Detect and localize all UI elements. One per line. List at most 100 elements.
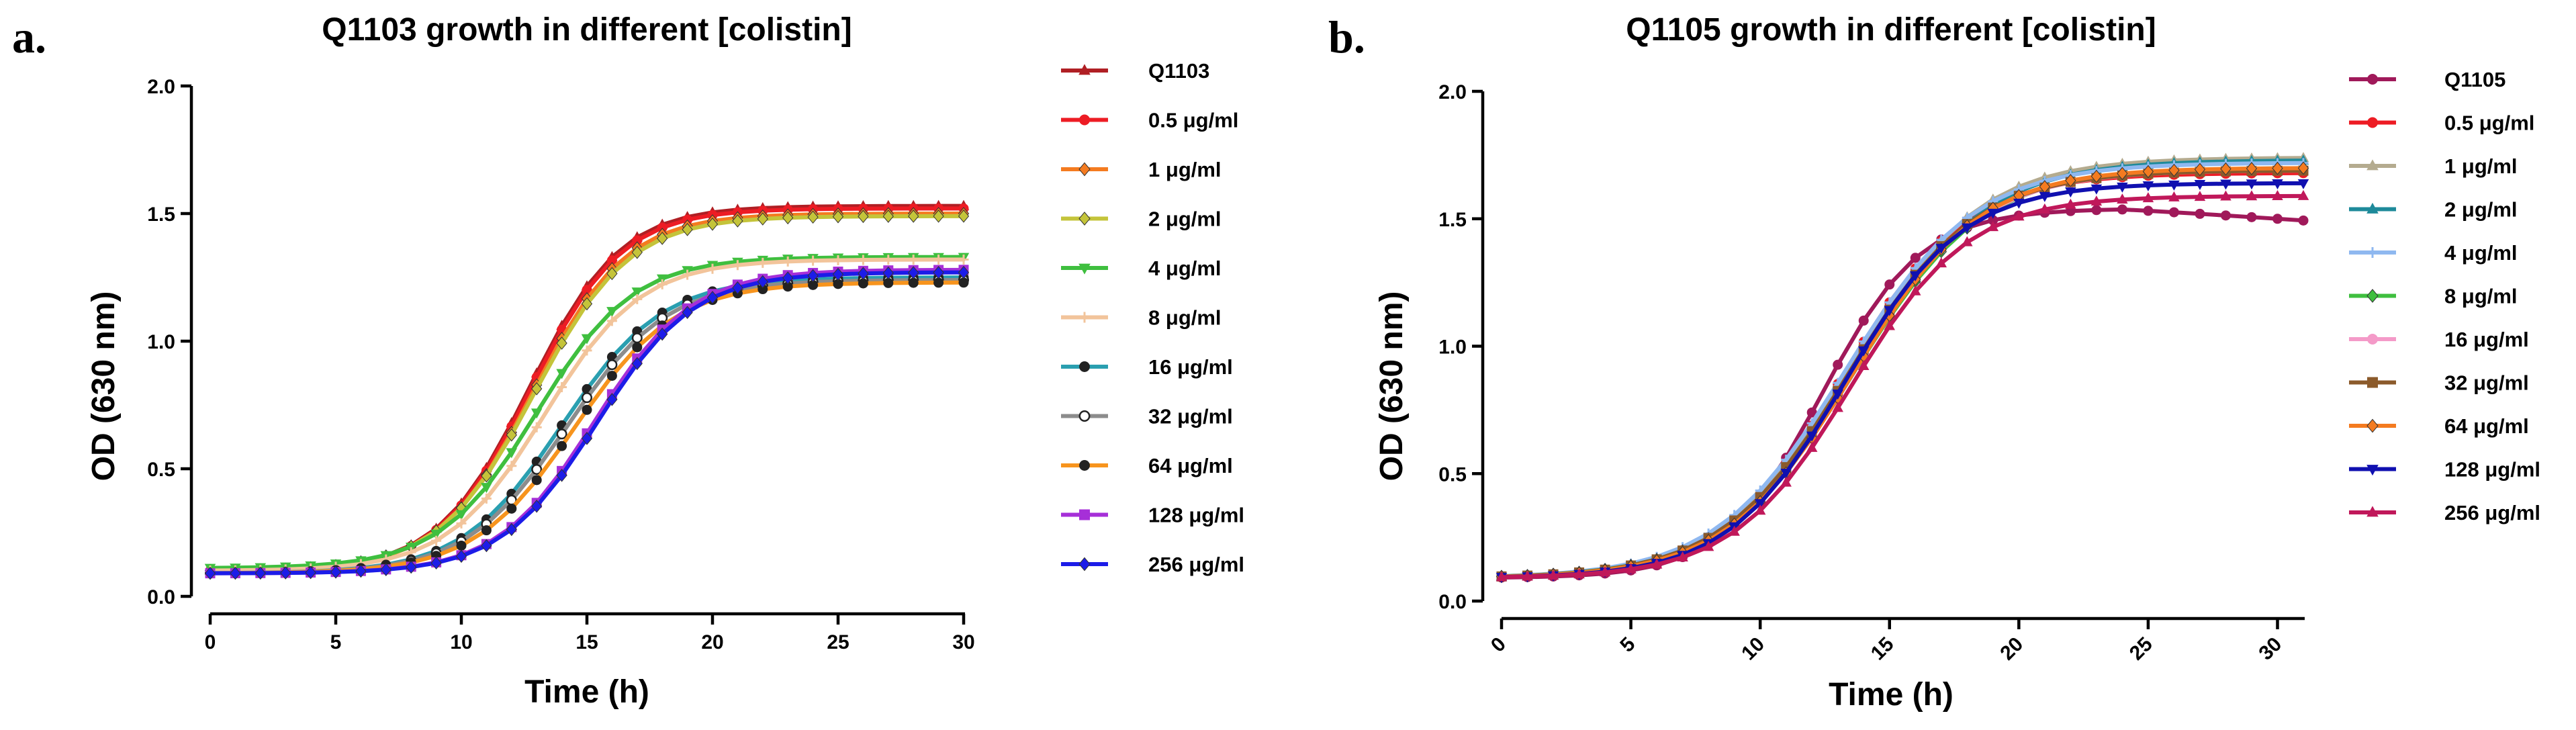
panel-a-data-point: [706, 218, 719, 231]
panel-a-data-point: [808, 255, 819, 266]
panel-b-x-tick-label: 0: [1487, 633, 1510, 657]
panel-a-data-point: [557, 381, 567, 392]
panel-b-legend-label: 4 μg/ml: [2444, 241, 2518, 265]
panel-b-series-7: [1496, 165, 2309, 582]
panel-b-x-axis-label: Time (h): [1829, 677, 1953, 713]
panel-b-legend-label: 64 μg/ml: [2444, 414, 2529, 438]
panel-b-data-point: [1806, 441, 1818, 452]
panel-a-data-point: [933, 265, 944, 279]
panel-a-x-tick-label: 20: [701, 631, 723, 653]
panel-b-data-point: [1651, 558, 1663, 569]
panel-b-data-point: [2220, 162, 2232, 176]
panel-b-data-point: [2168, 191, 2180, 201]
panel-b-series-line: [1501, 166, 2304, 579]
panel-b-series-line: [1501, 169, 2304, 579]
panel-a-legend: Q1103 0.5 μg/ml 1 μg/ml 2 μg/ml 4 μg/ml 8 μg/…: [1061, 59, 1244, 576]
panel-b-data-point: [2220, 190, 2232, 201]
panel-b-legend-label: 2 μg/ml: [2444, 198, 2518, 222]
panel-a-data-point: [632, 293, 643, 304]
panel-a-data-point: [707, 263, 718, 274]
panel-a-data-point: [682, 269, 693, 280]
panel-b-legend-label: 8 μg/ml: [2444, 285, 2518, 308]
panel-b-data-point: [2246, 212, 2257, 222]
panel-a-legend-item: 0.5 μg/ml: [1061, 109, 1238, 132]
panel-a-data-point: [757, 257, 768, 268]
panel-b-data-point: [1832, 390, 1843, 400]
panel-a-data-point: [506, 522, 517, 537]
panel-b-data-point: [2065, 173, 2076, 187]
panel-b-data-point: [1987, 221, 1999, 232]
panel-b-series-10: [1496, 189, 2309, 582]
panel-a-x-tick-label: 15: [576, 631, 598, 653]
panel-a-data-point: [632, 342, 643, 353]
panel-b-data-point: [1935, 244, 1947, 255]
panel-a-data-point: [380, 563, 392, 576]
panel-a-data-point: [606, 393, 618, 406]
panel-a-data-point: [883, 277, 894, 288]
panel-a-data-point: [581, 297, 593, 311]
panel-b-legend-marker: [2366, 506, 2379, 517]
panel-b-legend-item: 1 μg/ml: [2349, 154, 2518, 178]
panel-a-series-9: [205, 265, 969, 579]
panel-b-y-tick-label: 1.0: [1438, 336, 1467, 359]
panel-a-data-point: [355, 564, 367, 578]
panel-a-data-point: [657, 222, 668, 233]
panel-a-legend-marker: [1079, 361, 1090, 372]
panel-b-legend-item: 64 μg/ml: [2349, 414, 2529, 438]
panel-b-data-point: [2246, 190, 2258, 201]
panel-a-series-line: [210, 280, 964, 576]
panel-a-data-point: [280, 566, 291, 580]
panel-b-series-3: [1496, 154, 2309, 581]
panel-a-data-point: [958, 265, 970, 279]
panel-b-data-point: [2090, 195, 2103, 206]
panel-a-data-point: [732, 214, 743, 228]
panel-b-y-axis-label: OD (630 nm): [1374, 291, 1410, 482]
panel-b-data-point: [1496, 571, 1508, 582]
panel-b-data-point: [2272, 179, 2283, 189]
panel-a-x-tick-label: 10: [450, 631, 472, 653]
panel-a-data-point: [631, 332, 643, 344]
panel-a-data-point: [581, 334, 593, 345]
panel-a-legend-item: 32 μg/ml: [1061, 405, 1233, 428]
panel-a-series-7: [205, 274, 969, 579]
panel-a-data-point: [456, 540, 467, 551]
panel-a-data-point: [556, 428, 567, 440]
panel-a-legend-label: 64 μg/ml: [1148, 454, 1233, 477]
panel-b-legend-label: Q1105: [2444, 68, 2505, 91]
panel-b-series-9: [1496, 179, 2309, 584]
panel-a-legend-label: 8 μg/ml: [1148, 306, 1222, 330]
panel-a-data-point: [506, 461, 517, 471]
panel-b-data-point: [2117, 204, 2127, 215]
panel-b-data-point: [2168, 163, 2180, 177]
panel-a-legend-marker: [1079, 509, 1090, 520]
panel-a-data-point: [531, 382, 543, 396]
panel-b-legend-marker: [2367, 377, 2378, 388]
panel-b-data-point: [1832, 402, 1843, 412]
panel-a-data-point: [305, 565, 316, 580]
panel-a-series-line: [210, 277, 964, 576]
panel-a-data-point: [807, 210, 819, 224]
panel-a-y-tick-label: 1.0: [147, 331, 175, 353]
panel-a-data-point: [632, 235, 643, 246]
panel-b-data-point: [2195, 208, 2205, 219]
panel-a-legend-label: 2 μg/ml: [1148, 208, 1222, 231]
panel-a-legend-marker: [1078, 212, 1091, 226]
panel-a-data-point: [858, 267, 869, 280]
panel-b-legend-marker: [2366, 159, 2379, 171]
panel-a-title: Q1103 growth in different [colistin]: [322, 12, 852, 48]
panel-a-data-point: [757, 212, 768, 226]
panel-a-legend-label: 16 μg/ml: [1148, 355, 1233, 379]
panel-b-data-point: [1910, 271, 1921, 282]
panel-b-y-tick-label: 2.0: [1438, 81, 1467, 103]
panel-b-data-point: [2065, 198, 2076, 209]
panel-b-data-point: [1962, 223, 1973, 234]
panel-a-y-tick-label: 0.5: [147, 459, 175, 481]
panel-a-data-point: [833, 255, 843, 265]
panel-b-data-point: [1780, 469, 1792, 480]
panel-a-data-point: [858, 278, 868, 289]
panel-b-data-point: [2194, 191, 2206, 201]
panel-b-data-point: [2194, 180, 2206, 191]
panel-a-data-point: [531, 500, 543, 513]
panel-a-data-point: [606, 267, 618, 281]
